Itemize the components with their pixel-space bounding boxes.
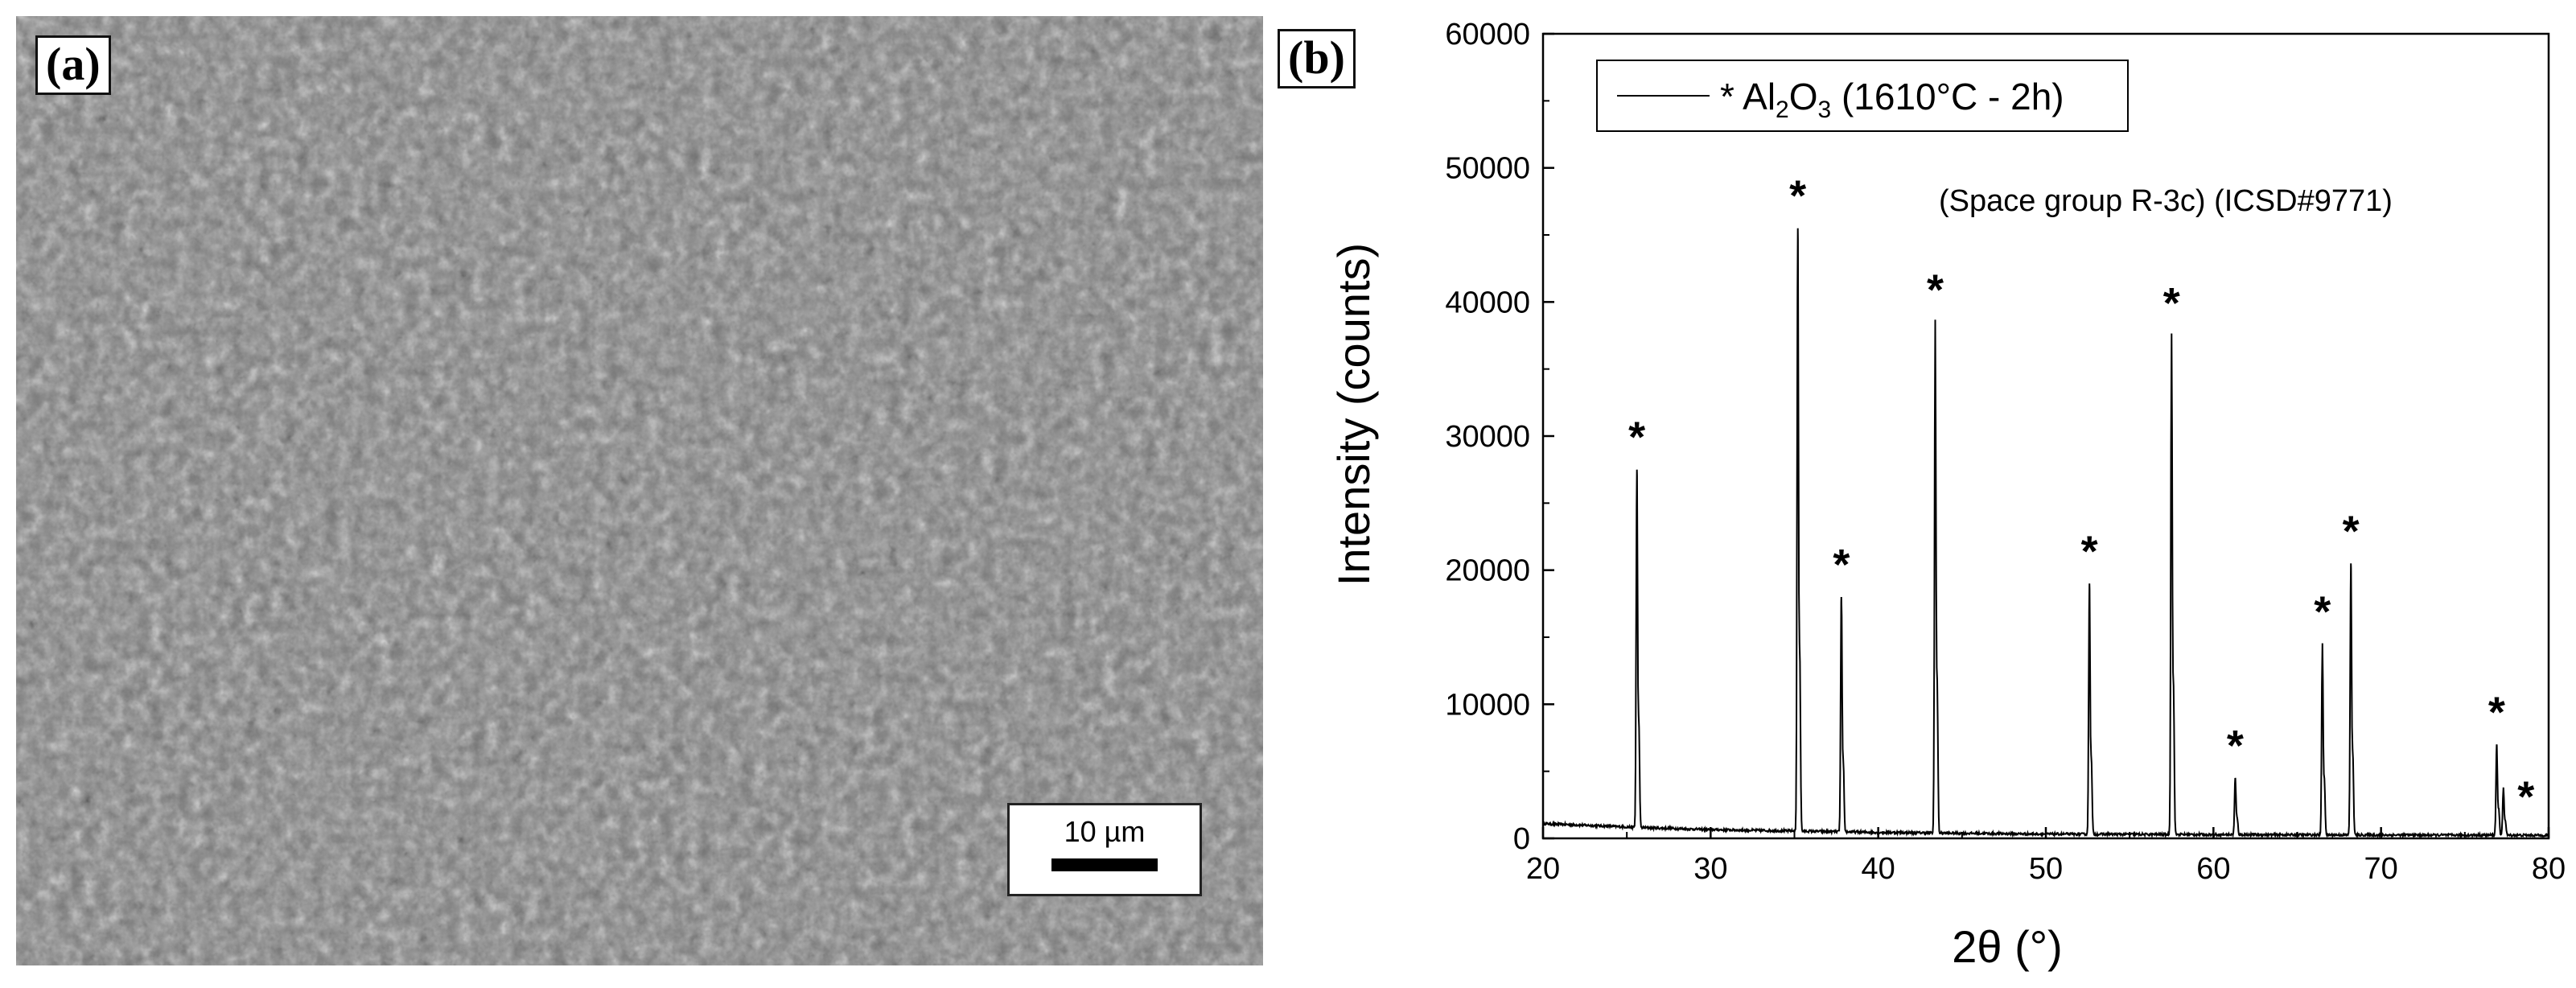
peak-marker: * [1927, 266, 1944, 314]
legend-mid: O [1789, 76, 1818, 117]
peak-markers: *********** [1628, 172, 2534, 821]
peak-marker: * [1833, 541, 1850, 589]
x-tick-label: 30 [1693, 852, 1727, 886]
y-tick-label: 20000 [1445, 554, 1530, 588]
scale-bar-box: 10 µm [1007, 803, 1202, 896]
panel-label-a: (a) [35, 35, 111, 95]
y-tick-label: 50000 [1445, 152, 1530, 186]
peak-marker: * [2081, 527, 2098, 575]
peak-marker: * [2227, 722, 2244, 770]
sem-micrograph: 10 µm [16, 16, 1263, 965]
y-tick-label: 10000 [1445, 688, 1530, 722]
scale-bar-label: 10 µm [1064, 815, 1146, 848]
legend-suffix: (1610°C - 2h) [1831, 76, 2064, 117]
xrd-chart: 0 10000 20000 30000 40000 50000 60000 20 30 40 50… [1328, 18, 2566, 972]
y-tick-label: 40000 [1445, 286, 1530, 319]
xrd-pattern-line [1542, 228, 2549, 839]
peak-marker: * [1628, 414, 1645, 462]
peak-marker: * [2314, 587, 2331, 636]
panel-label-b: (b) [1278, 29, 1356, 89]
legend-prefix: * Al [1720, 76, 1776, 117]
legend-sub1: 2 [1776, 97, 1789, 123]
y-tick-label: 30000 [1445, 420, 1530, 454]
legend-sub2: 3 [1818, 97, 1832, 123]
peak-marker: * [2488, 688, 2505, 736]
peak-marker: * [2163, 279, 2180, 327]
y-axis-label: Intensity (counts) [1328, 243, 1379, 586]
x-tick-label: 60 [2196, 852, 2230, 886]
y-axis-ticks: 0 10000 20000 30000 40000 50000 60000 [1445, 18, 1554, 856]
x-tick-label: 80 [2532, 852, 2566, 886]
x-tick-label: 40 [1862, 852, 1895, 886]
x-tick-label: 50 [2029, 852, 2063, 886]
peak-marker: * [1789, 172, 1806, 220]
x-tick-label: 70 [2364, 852, 2398, 886]
legend: * Al2O3 (1610°C - 2h) [1596, 60, 2129, 132]
x-tick-label: 20 [1526, 852, 1560, 886]
legend-entry: * Al2O3 (1610°C - 2h) [1720, 76, 2064, 123]
y-tick-label: 60000 [1445, 18, 1530, 51]
scale-bar [1051, 858, 1158, 871]
x-axis-label: 2θ (°) [1952, 921, 2063, 972]
peak-marker: * [2517, 773, 2534, 821]
peak-marker: * [2343, 507, 2360, 555]
plot-frame [1541, 32, 2550, 840]
y-tick-label: 0 [1513, 822, 1530, 856]
sem-micrograph-image [16, 16, 1263, 965]
plot-area-border [1541, 32, 2550, 840]
space-group-annotation: (Space group R-3c) (ICSD#9771) [1939, 184, 2393, 218]
x-axis-ticks: 20 30 40 50 60 70 80 [1526, 827, 2566, 886]
